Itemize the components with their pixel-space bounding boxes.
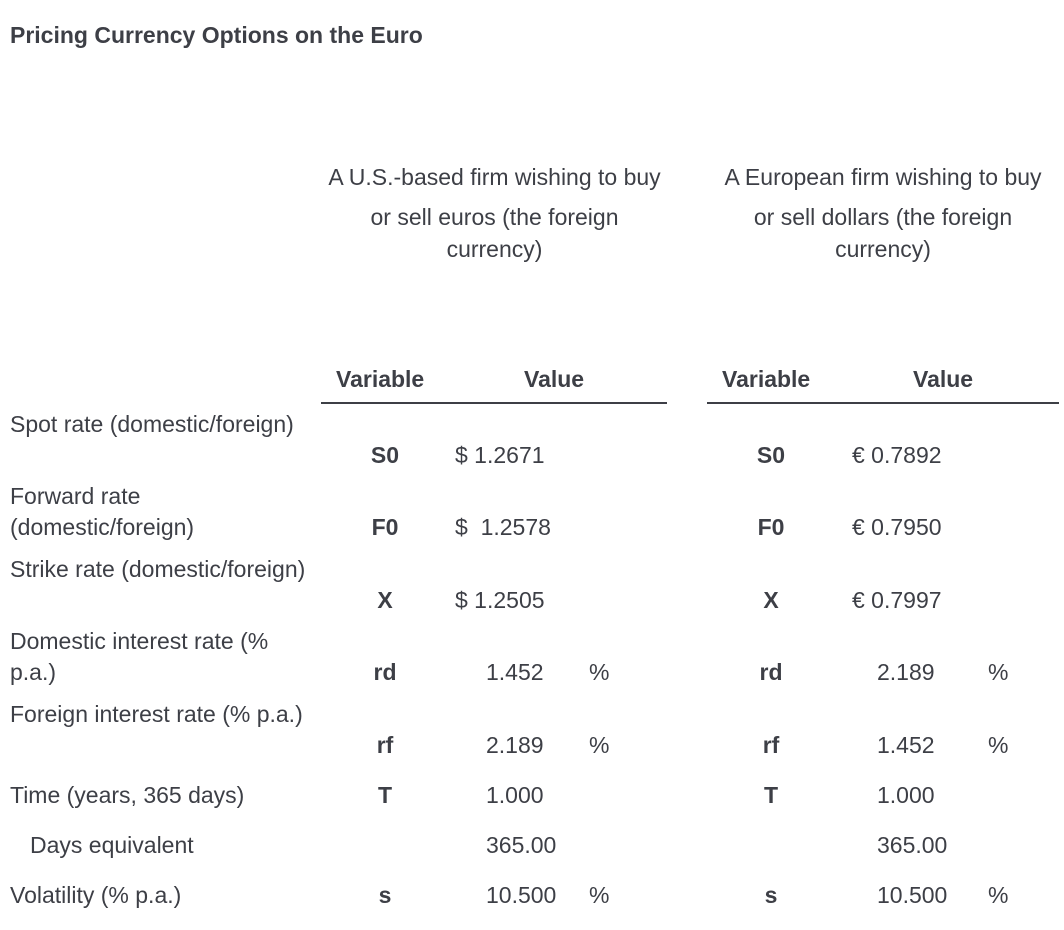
us-value: $ 1.2505 [455, 587, 545, 613]
us-variable: F0 [371, 514, 399, 540]
row-label: Time (years, 365 days) [10, 782, 245, 808]
us-value: 2.189 [486, 732, 544, 758]
eu-value: 10.500 [877, 882, 948, 908]
row-label: Volatility (% p.a.) [10, 882, 182, 908]
eu-unit: % [988, 882, 1009, 908]
eu-variable: rf [762, 732, 780, 758]
us-heading-line-2: or sell euros (the foreign currency) [370, 204, 619, 262]
eu-heading-line-1: A European firm wishing to buy [724, 164, 1042, 190]
us-value: 1.452 [486, 659, 544, 685]
eu-value: € 0.7950 [852, 514, 942, 540]
eu-variable: T [763, 782, 779, 808]
us-variable: rf [376, 732, 394, 758]
us-header-divider [321, 402, 667, 404]
us-variable: X [377, 587, 393, 613]
row-label: Domestic interest rate (% p.a.) [10, 628, 269, 685]
us-value: $ 1.2578 [455, 514, 551, 540]
eu-value: 1.452 [877, 732, 935, 758]
row-label: Days equivalent [30, 832, 194, 858]
us-value: 10.500 [486, 882, 557, 908]
eu-variable: rd [759, 659, 783, 685]
eu-variable: S0 [756, 442, 786, 468]
us-value-header: Value [524, 366, 585, 392]
row-label: Spot rate (domestic/foreign) [10, 411, 294, 437]
eu-firm-column-heading: A European firm wishing to buy or sell d… [708, 161, 1058, 265]
eu-value: 1.000 [877, 782, 935, 808]
us-value: 1.000 [486, 782, 544, 808]
us-value: $ 1.2671 [455, 442, 545, 468]
row-label: Forward rate (domestic/foreign) [10, 483, 195, 540]
eu-header-divider [707, 402, 1059, 404]
us-variable: rd [373, 659, 397, 685]
eu-value: € 0.7892 [852, 442, 942, 468]
eu-variable: F0 [757, 514, 785, 540]
eu-value: 365.00 [877, 832, 948, 858]
us-unit: % [589, 659, 610, 685]
row-label: Foreign interest rate (% p.a.) [10, 701, 303, 727]
page-title: Pricing Currency Options on the Euro [10, 22, 423, 48]
eu-unit: % [988, 659, 1009, 685]
eu-variable: X [763, 587, 779, 613]
us-firm-column-heading: A U.S.-based firm wishing to buy or sell… [322, 161, 667, 265]
eu-unit: % [988, 732, 1009, 758]
eu-variable-header: Variable [722, 366, 811, 392]
eu-variable: s [764, 882, 778, 908]
us-value: 365.00 [486, 832, 557, 858]
us-variable: S0 [370, 442, 400, 468]
us-variable-header: Variable [336, 366, 425, 392]
us-variable: T [377, 782, 393, 808]
us-heading-line-1: A U.S.-based firm wishing to buy [328, 164, 661, 190]
eu-value: 2.189 [877, 659, 935, 685]
us-unit: % [589, 882, 610, 908]
us-unit: % [589, 732, 610, 758]
eu-value-header: Value [913, 366, 974, 392]
eu-value: € 0.7997 [852, 587, 942, 613]
us-variable: s [378, 882, 392, 908]
eu-heading-line-2: or sell dollars (the foreign currency) [753, 204, 1013, 262]
row-label: Strike rate (domestic/foreign) [10, 556, 306, 582]
